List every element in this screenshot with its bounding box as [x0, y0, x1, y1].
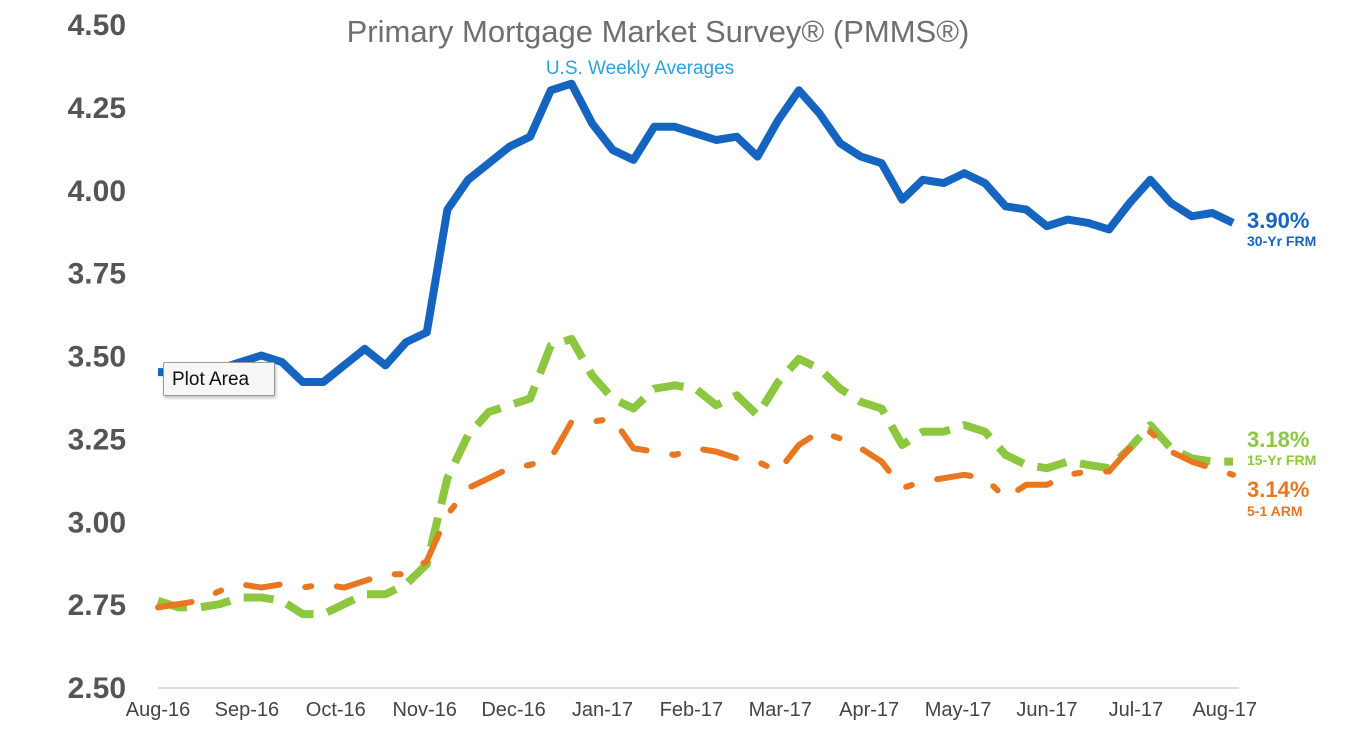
- y-tick-label: 3.50: [68, 341, 126, 374]
- end-labels: 3.90%30-Yr FRM 3.18%15-Yr FRM 3.14%5-1 ARM: [1247, 208, 1316, 519]
- x-tick-label: Mar-17: [749, 699, 812, 721]
- y-tick-label: 3.00: [68, 506, 126, 539]
- x-tick-label: Nov-16: [392, 699, 456, 721]
- y-tick-label: 4.00: [68, 175, 126, 208]
- series-end-name: 5-1 ARM: [1247, 503, 1303, 519]
- x-tick-label: Oct-16: [306, 699, 366, 721]
- x-tick-label: Feb-17: [660, 699, 723, 721]
- series-line-30-yr-frm: [158, 79, 1235, 386]
- x-tick-label: Dec-16: [481, 699, 545, 721]
- x-axis: Aug-16 Sep-16 Oct-16 Nov-16 Dec-16 Jan-17 Feb-…: [126, 687, 1257, 721]
- series-layer: [155, 79, 1236, 619]
- series-line-5-1-arm: [155, 415, 1236, 611]
- x-tick-label: Jan-17: [572, 699, 633, 721]
- y-tick-label: 3.75: [68, 258, 126, 291]
- x-tick-label: Aug-17: [1192, 699, 1257, 721]
- x-tick-label: Jul-17: [1109, 699, 1163, 721]
- x-tick-label: Jun-17: [1016, 699, 1077, 721]
- x-tick-label: Aug-16: [126, 699, 191, 721]
- chart-subtitle: U.S. Weekly Averages: [546, 58, 734, 79]
- series-end-value: 3.14%: [1247, 477, 1309, 502]
- x-tick-label: Sep-16: [215, 699, 280, 721]
- plot-area-tooltip: Plot Area: [163, 362, 275, 396]
- y-tick-label: 3.25: [68, 423, 126, 456]
- y-axis: 4.50 4.25 4.00 3.75 3.50 3.25 3.00 2.75 2.50: [68, 9, 126, 705]
- series-end-value: 3.90%: [1247, 208, 1309, 233]
- y-tick-label: 2.50: [68, 672, 126, 705]
- series-end-name: 30-Yr FRM: [1247, 233, 1316, 249]
- series-end-name: 15-Yr FRM: [1247, 452, 1316, 468]
- y-tick-label: 2.75: [68, 589, 126, 622]
- series-line-15-yr-frm: [156, 334, 1233, 619]
- chart-title: Primary Mortgage Market Survey® (PMMS®): [347, 14, 970, 49]
- series-end-value: 3.18%: [1247, 427, 1309, 452]
- x-tick-label: May-17: [925, 699, 992, 721]
- x-tick-label: Apr-17: [839, 699, 899, 721]
- y-tick-label: 4.25: [68, 92, 126, 125]
- y-tick-label: 4.50: [68, 9, 126, 42]
